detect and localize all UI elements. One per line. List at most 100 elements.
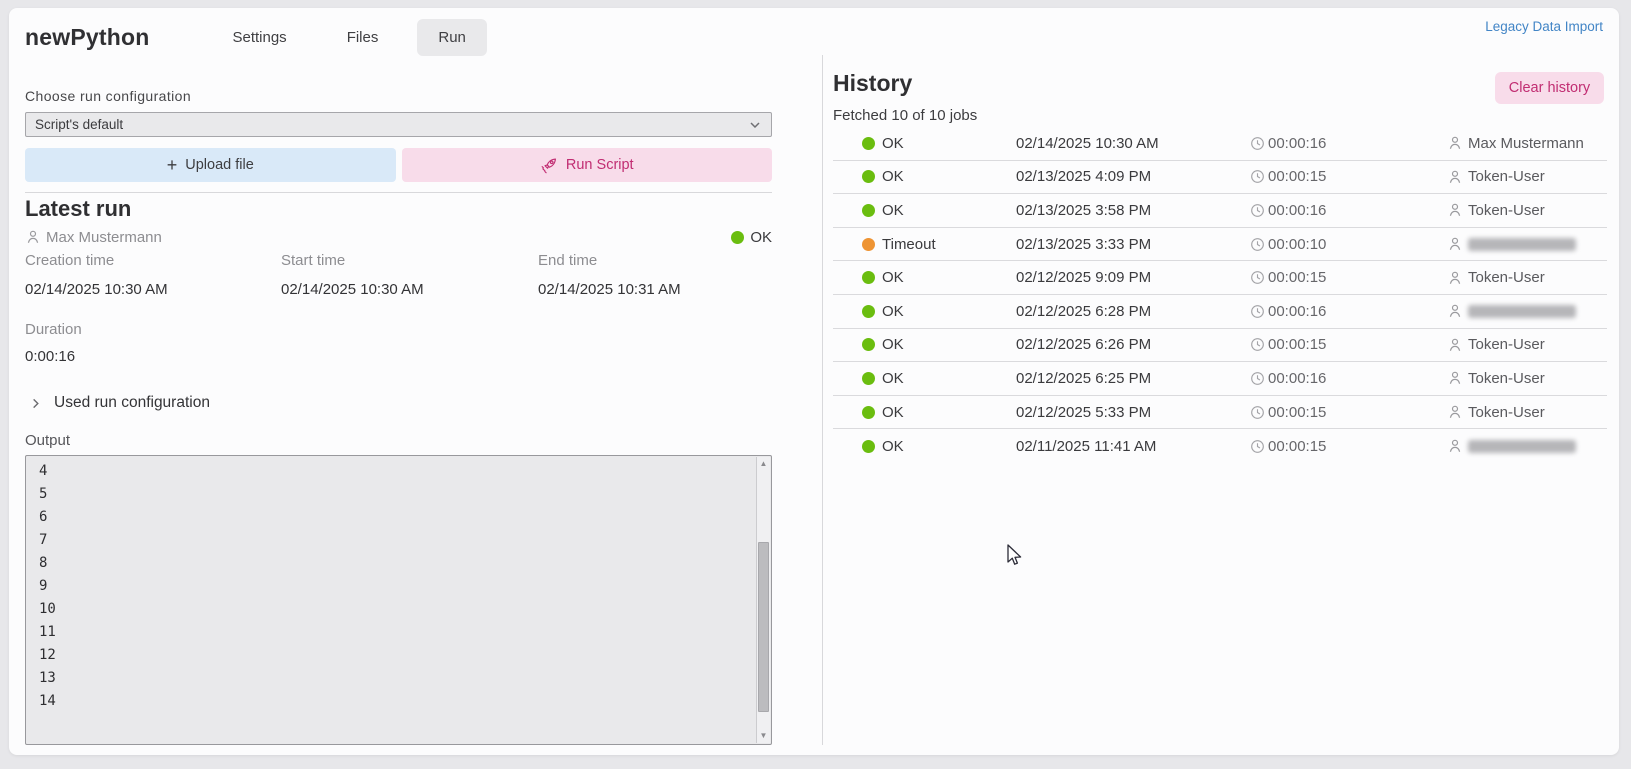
latest-run-status-label: OK — [750, 228, 772, 246]
history-subtitle: Fetched 10 of 10 jobs — [833, 107, 978, 124]
person-icon — [1449, 170, 1461, 183]
history-row[interactable]: Timeout 02/13/2025 3:33 PM 00:00:10 — [833, 228, 1607, 262]
job-status-label: OK — [882, 168, 904, 186]
job-date: 02/12/2025 6:26 PM — [1016, 336, 1152, 354]
job-user: Token-User — [1468, 369, 1545, 387]
job-duration-value: 00:00:10 — [1268, 235, 1327, 253]
job-duration: 00:00:16 — [1250, 303, 1447, 320]
duration-value: 0:00:16 — [25, 348, 76, 365]
run-config-select[interactable]: Script's default — [25, 112, 772, 137]
app-card: Legacy Data Import newPython Settings Fil… — [9, 8, 1619, 755]
status-dot — [862, 237, 875, 251]
job-status: OK — [862, 438, 1016, 455]
job-duration-value: 00:00:15 — [1268, 168, 1327, 186]
run-script-button[interactable]: Run Script — [401, 148, 772, 182]
person-icon — [1449, 304, 1461, 318]
job-status-label: OK — [882, 369, 904, 387]
job-duration-value: 00:00:15 — [1268, 269, 1327, 287]
output-text: 4 5 6 7 8 9 10 11 12 13 14 — [39, 463, 56, 709]
job-status-label: OK — [882, 403, 904, 421]
tab-files[interactable]: Files — [326, 19, 400, 56]
latest-run-status-badge: OK — [731, 229, 772, 246]
clock-icon — [1251, 136, 1264, 150]
job-duration-value: 00:00:16 — [1268, 369, 1327, 387]
status-dot — [862, 170, 875, 184]
job-duration: 00:00:16 — [1250, 370, 1447, 387]
history-list: OK 02/14/2025 10:30 AM 00:00:16 Max Musterm… — [833, 127, 1607, 463]
status-dot — [862, 136, 875, 150]
output-label: Output — [25, 432, 71, 449]
job-user: Token-User — [1468, 269, 1545, 287]
history-row[interactable]: OK 02/12/2025 6:25 PM 00:00:16 Token-User — [833, 362, 1607, 396]
job-user-cell: Token-User — [1447, 202, 1607, 219]
field-label: Creation time — [25, 252, 115, 269]
job-duration-value: 00:00:15 — [1268, 437, 1327, 455]
redacted-user-name — [1468, 304, 1576, 318]
job-date: 02/13/2025 3:33 PM — [1016, 235, 1152, 253]
job-user: Token-User — [1468, 403, 1545, 421]
used-run-configuration-label: Used run configuration — [54, 394, 210, 411]
history-row[interactable]: OK 02/12/2025 5:33 PM 00:00:15 Token-User — [833, 396, 1607, 430]
output-area[interactable]: 4 5 6 7 8 9 10 11 12 13 14 ▲ ▼ — [25, 455, 772, 745]
job-status-label: Timeout — [882, 235, 936, 253]
upload-file-label: Upload file — [185, 157, 254, 173]
output-scrollbar[interactable]: ▲ ▼ — [756, 457, 770, 743]
job-user-cell: Token-User — [1447, 168, 1607, 185]
job-status-label: OK — [882, 336, 904, 354]
job-date: 02/12/2025 9:09 PM — [1016, 269, 1152, 287]
job-duration: 00:00:16 — [1250, 202, 1447, 219]
clock-icon — [1251, 237, 1264, 251]
job-duration: 00:00:10 — [1250, 236, 1447, 253]
history-row[interactable]: OK 02/12/2025 6:26 PM 00:00:15 Token-User — [833, 329, 1607, 363]
clock-icon — [1251, 271, 1264, 285]
history-row[interactable]: OK 02/11/2025 11:41 AM 00:00:15 — [833, 429, 1607, 463]
status-dot — [862, 304, 875, 318]
used-run-configuration-toggle[interactable]: Used run configuration — [29, 394, 210, 412]
job-status: OK — [862, 370, 1016, 387]
history-row[interactable]: OK 02/13/2025 3:58 PM 00:00:16 Token-User — [833, 194, 1607, 228]
history-row[interactable]: OK 02/12/2025 6:28 PM 00:00:16 — [833, 295, 1607, 329]
clock-icon — [1251, 405, 1264, 419]
job-status-label: OK — [882, 201, 904, 219]
history-title: History — [833, 70, 913, 96]
clear-history-button[interactable]: Clear history — [1495, 72, 1604, 104]
scroll-up-icon[interactable]: ▲ — [759, 459, 768, 468]
upload-file-button[interactable]: + Upload file — [25, 148, 396, 182]
history-row[interactable]: OK 02/14/2025 10:30 AM 00:00:16 Max Musterm… — [833, 127, 1607, 161]
job-user-cell: Token-User — [1447, 269, 1607, 286]
person-icon — [1449, 338, 1461, 351]
job-date: 02/14/2025 10:30 AM — [1016, 134, 1159, 152]
job-date: 02/12/2025 6:25 PM — [1016, 369, 1152, 387]
scroll-down-icon[interactable]: ▼ — [759, 731, 768, 740]
field-value: 02/14/2025 10:31 AM — [538, 281, 681, 298]
section-divider — [25, 192, 772, 193]
person-icon — [1449, 136, 1461, 150]
plus-icon: + — [166, 155, 178, 175]
job-user: Max Mustermann — [1468, 134, 1584, 152]
chevron-right-icon — [33, 398, 39, 408]
job-duration-value: 00:00:16 — [1268, 302, 1327, 320]
field-value: 02/14/2025 10:30 AM — [281, 281, 424, 298]
history-row[interactable]: OK 02/12/2025 9:09 PM 00:00:15 Token-User — [833, 261, 1607, 295]
job-duration: 00:00:15 — [1250, 438, 1447, 455]
job-duration-value: 00:00:16 — [1268, 201, 1327, 219]
legacy-data-import-link[interactable]: Legacy Data Import — [1485, 19, 1603, 34]
job-status: OK — [862, 168, 1016, 185]
latest-run-title: Latest run — [25, 196, 132, 221]
tab-run[interactable]: Run — [417, 18, 487, 56]
person-icon — [1449, 439, 1461, 453]
person-icon — [1449, 237, 1461, 251]
action-buttons: + Upload file Run Script — [25, 148, 772, 182]
app-header: newPython Settings Files Run — [25, 17, 505, 57]
status-dot — [862, 405, 875, 419]
tab-settings[interactable]: Settings — [211, 19, 307, 56]
status-dot — [862, 371, 875, 385]
job-user: Token-User — [1468, 336, 1545, 354]
job-user-cell — [1447, 438, 1607, 454]
history-row[interactable]: OK 02/13/2025 4:09 PM 00:00:15 Token-User — [833, 161, 1607, 195]
job-user-cell: Token-User — [1447, 370, 1607, 387]
scrollbar-thumb[interactable] — [758, 542, 769, 712]
job-status: OK — [862, 269, 1016, 286]
job-date: 02/12/2025 5:33 PM — [1016, 403, 1152, 421]
